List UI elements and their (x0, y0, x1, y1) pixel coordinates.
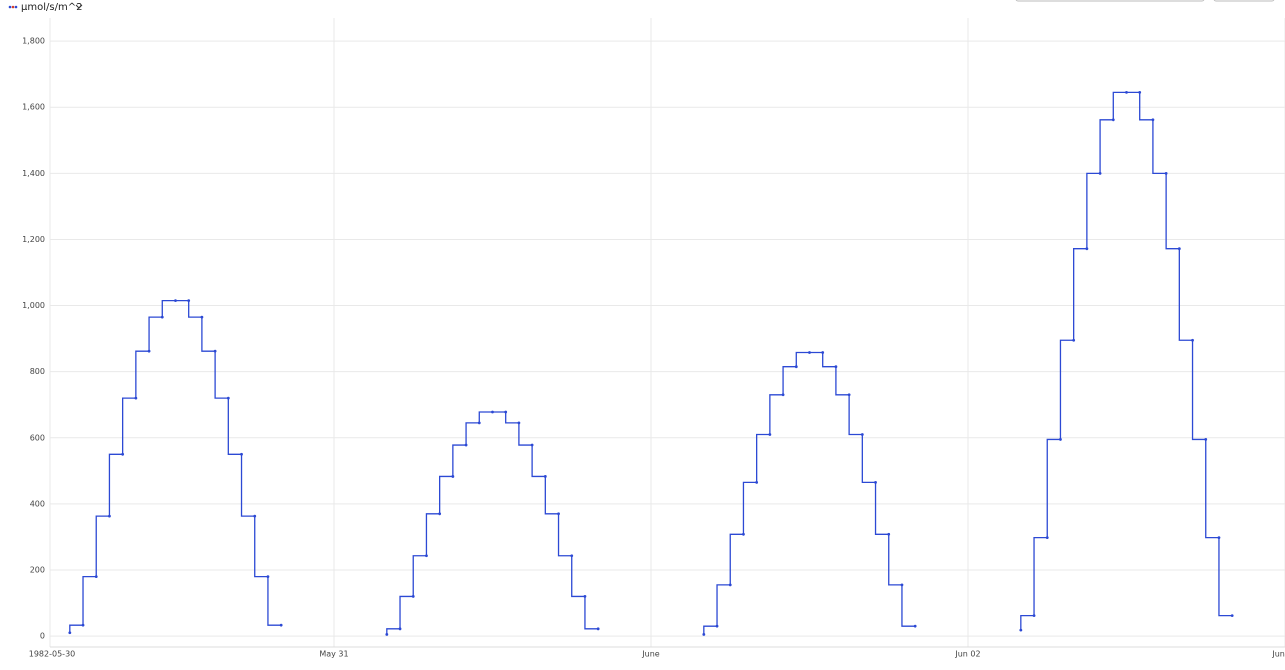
data-point (847, 393, 851, 397)
data-point (279, 623, 283, 627)
toolbar-button[interactable] (1015, 0, 1205, 2)
data-point (1098, 171, 1102, 175)
legend[interactable]: µmol/s/m^2 (8, 2, 83, 13)
data-point (583, 595, 587, 598)
data-point (134, 396, 138, 400)
data-point (94, 575, 98, 578)
series-line (69, 91, 1233, 635)
data-point (1125, 90, 1128, 94)
data-point (200, 315, 204, 319)
data-point (913, 624, 917, 628)
x-tick-label: Jun 03 (1271, 650, 1285, 659)
data-point (411, 595, 415, 598)
data-point (451, 475, 455, 478)
legend-icon (11, 5, 15, 9)
legend-icon (8, 5, 12, 9)
data-point (702, 633, 706, 636)
data-point (425, 554, 428, 558)
data-point (464, 443, 468, 447)
data-point (160, 315, 164, 319)
data-point (1151, 118, 1155, 122)
data-point (226, 396, 230, 400)
data-point (742, 532, 745, 536)
data-point (68, 631, 72, 635)
data-point (108, 514, 111, 518)
y-tick-label: 800 (30, 367, 45, 376)
data-point (1177, 247, 1181, 251)
y-tick-label: 1,200 (22, 235, 45, 244)
data-point (491, 410, 494, 414)
data-point (1217, 536, 1221, 539)
data-point (1072, 338, 1076, 342)
y-tick-label: 400 (30, 499, 45, 508)
data-point (477, 421, 481, 425)
data-point (1085, 247, 1089, 251)
data-point (438, 512, 442, 516)
x-tick-label: Jun 02 (954, 650, 980, 659)
data-point (1230, 614, 1234, 617)
data-point (557, 512, 560, 516)
data-point (887, 532, 891, 536)
data-point (398, 627, 402, 631)
y-tick-label: 1,400 (22, 169, 45, 178)
data-point (240, 452, 243, 456)
data-point (1019, 628, 1023, 632)
dropdown-chevron (75, 4, 83, 9)
data-point (900, 583, 904, 587)
data-point (1045, 536, 1049, 539)
y-tick-label: 600 (30, 433, 45, 442)
data-point (715, 624, 719, 628)
data-point (1191, 338, 1194, 342)
data-point (834, 365, 838, 369)
data-point (1138, 90, 1142, 94)
data-point (213, 349, 217, 353)
legend-icon (14, 5, 18, 9)
data-point (874, 480, 877, 484)
data-point (517, 421, 521, 425)
data-point (768, 433, 772, 436)
x-tick-label: May 31 (319, 650, 348, 659)
x-tick-label: 1982-05-30 (29, 650, 76, 659)
y-tick-label: 0 (40, 632, 45, 641)
data-point (728, 583, 732, 587)
legend-label: µmol/s/m^2 (21, 2, 82, 13)
data-point (1164, 171, 1168, 175)
data-point (530, 443, 534, 447)
data-point (174, 299, 177, 303)
data-point (755, 480, 759, 484)
data-point (504, 410, 508, 414)
data-point (1204, 438, 1208, 441)
data-point (266, 575, 270, 578)
data-point (781, 393, 785, 397)
y-tick-label: 1,600 (22, 103, 45, 112)
data-point (81, 623, 85, 627)
data-point (385, 633, 389, 636)
data-point (1059, 438, 1062, 441)
y-tick-label: 200 (30, 565, 45, 574)
toolbar-button[interactable] (1213, 0, 1275, 2)
y-tick-label: 1,800 (22, 37, 45, 46)
data-point (1032, 614, 1036, 617)
data-point (821, 351, 825, 354)
data-point (596, 627, 600, 631)
x-tick-label: June (641, 650, 660, 659)
data-point (860, 433, 864, 436)
y-tick-label: 1,000 (22, 301, 45, 310)
data-point (570, 554, 574, 558)
data-point (121, 452, 125, 456)
data-point (808, 351, 811, 354)
data-point (543, 475, 547, 478)
data-point (147, 349, 151, 353)
data-point (794, 365, 798, 369)
data-point (187, 299, 191, 303)
data-point (1111, 118, 1115, 122)
data-point (253, 514, 257, 518)
